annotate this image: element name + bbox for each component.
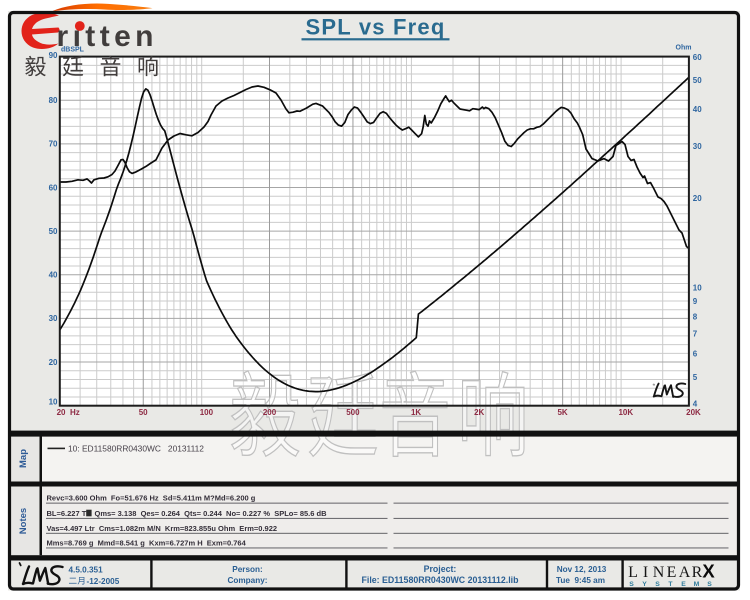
svg-text:S: S [707,581,712,588]
svg-text:X: X [702,561,715,582]
svg-text:Company:: Company: [227,576,267,585]
svg-text:File: ED11580RR0430WC 20131112: File: ED11580RR0430WC 20131112.lib [362,575,520,585]
svg-text:S: S [629,581,634,588]
svg-text:BL=6.227 T: BL=6.227 T [47,509,87,518]
svg-text:60: 60 [693,53,702,62]
svg-text:Revc=3.600 Ohm Fo=51.676 Hz: Revc=3.600 Ohm Fo=51.676 Hz Sd=5.411m M?… [47,494,256,503]
svg-text:R: R [692,564,703,581]
svg-text:Ohm: Ohm [676,44,692,51]
svg-text:dBSPL: dBSPL [61,47,85,54]
svg-text:Mms=8.769 g Mmd=8.541 g Kxm=: Mms=8.769 g Mmd=8.541 g Kxm=6.727m H Exm… [47,538,247,547]
svg-text:20K: 20K [686,408,701,417]
svg-text:10: 10 [49,398,58,407]
svg-text:8: 8 [693,312,698,321]
svg-text:10K: 10K [618,408,633,417]
svg-text:20 Hz: 20 Hz [57,408,80,417]
svg-text:1K: 1K [411,408,421,417]
svg-text:rıtten: rıtten [57,20,158,53]
svg-text:Y: Y [642,581,647,588]
svg-text:40: 40 [693,105,702,114]
svg-text:10: 10 [693,284,702,293]
svg-text:E: E [667,564,677,581]
svg-text:80: 80 [49,96,58,105]
svg-text:L: L [628,564,638,581]
svg-text:Vas=4.497 Ltr Cms=1.082m M/N: Vas=4.497 Ltr Cms=1.082m M/N Krm=823.855… [47,524,278,533]
svg-text:6: 6 [693,349,698,358]
svg-text:20: 20 [49,358,58,367]
svg-text:A: A [679,564,691,581]
svg-text:40: 40 [49,271,58,280]
svg-text:Nov 12, 2013: Nov 12, 2013 [557,565,607,574]
svg-text:4.5.0.351: 4.5.0.351 [69,566,104,575]
svg-text:-12-2005: -12-2005 [87,577,120,586]
svg-text:50: 50 [693,76,702,85]
svg-text:Project:: Project: [424,564,457,574]
svg-text:20: 20 [693,194,702,203]
svg-text:500: 500 [346,408,360,417]
svg-text:Qms= 3.138 Qes= 0.264 Qts= 0: Qms= 3.138 Qes= 0.264 Qts= 0.244 No= 0.2… [95,509,328,518]
svg-text:I: I [643,564,648,581]
svg-text:SPL vs Freq: SPL vs Freq [306,15,446,40]
svg-text:4: 4 [693,400,698,409]
svg-text:100: 100 [200,408,214,417]
svg-text:30: 30 [49,314,58,323]
svg-text:5K: 5K [557,408,567,417]
svg-text:70: 70 [49,140,58,149]
svg-text:5: 5 [693,373,698,382]
svg-text:200: 200 [263,408,277,417]
svg-text:2K: 2K [474,408,484,417]
svg-text:50: 50 [49,227,58,236]
svg-text:Notes: Notes [18,508,29,534]
svg-text:9: 9 [693,297,698,306]
svg-text:S: S [655,581,660,588]
svg-text:E: E [681,581,686,588]
svg-text:M: M [694,581,700,588]
svg-text:T: T [668,581,673,588]
svg-text:7: 7 [693,330,698,339]
svg-text:60: 60 [49,183,58,192]
svg-text:Tue 9:45 am: Tue 9:45 am [556,576,605,585]
svg-text:30: 30 [693,142,702,151]
svg-text:Person:: Person: [232,565,262,574]
svg-text:N: N [653,564,665,581]
svg-text:50: 50 [139,408,148,417]
svg-text:10: ED11580RR0430WC 20131112: 10: ED11580RR0430WC 20131112 [68,444,204,454]
svg-text:Map: Map [18,449,29,468]
svg-text:90: 90 [49,51,58,60]
